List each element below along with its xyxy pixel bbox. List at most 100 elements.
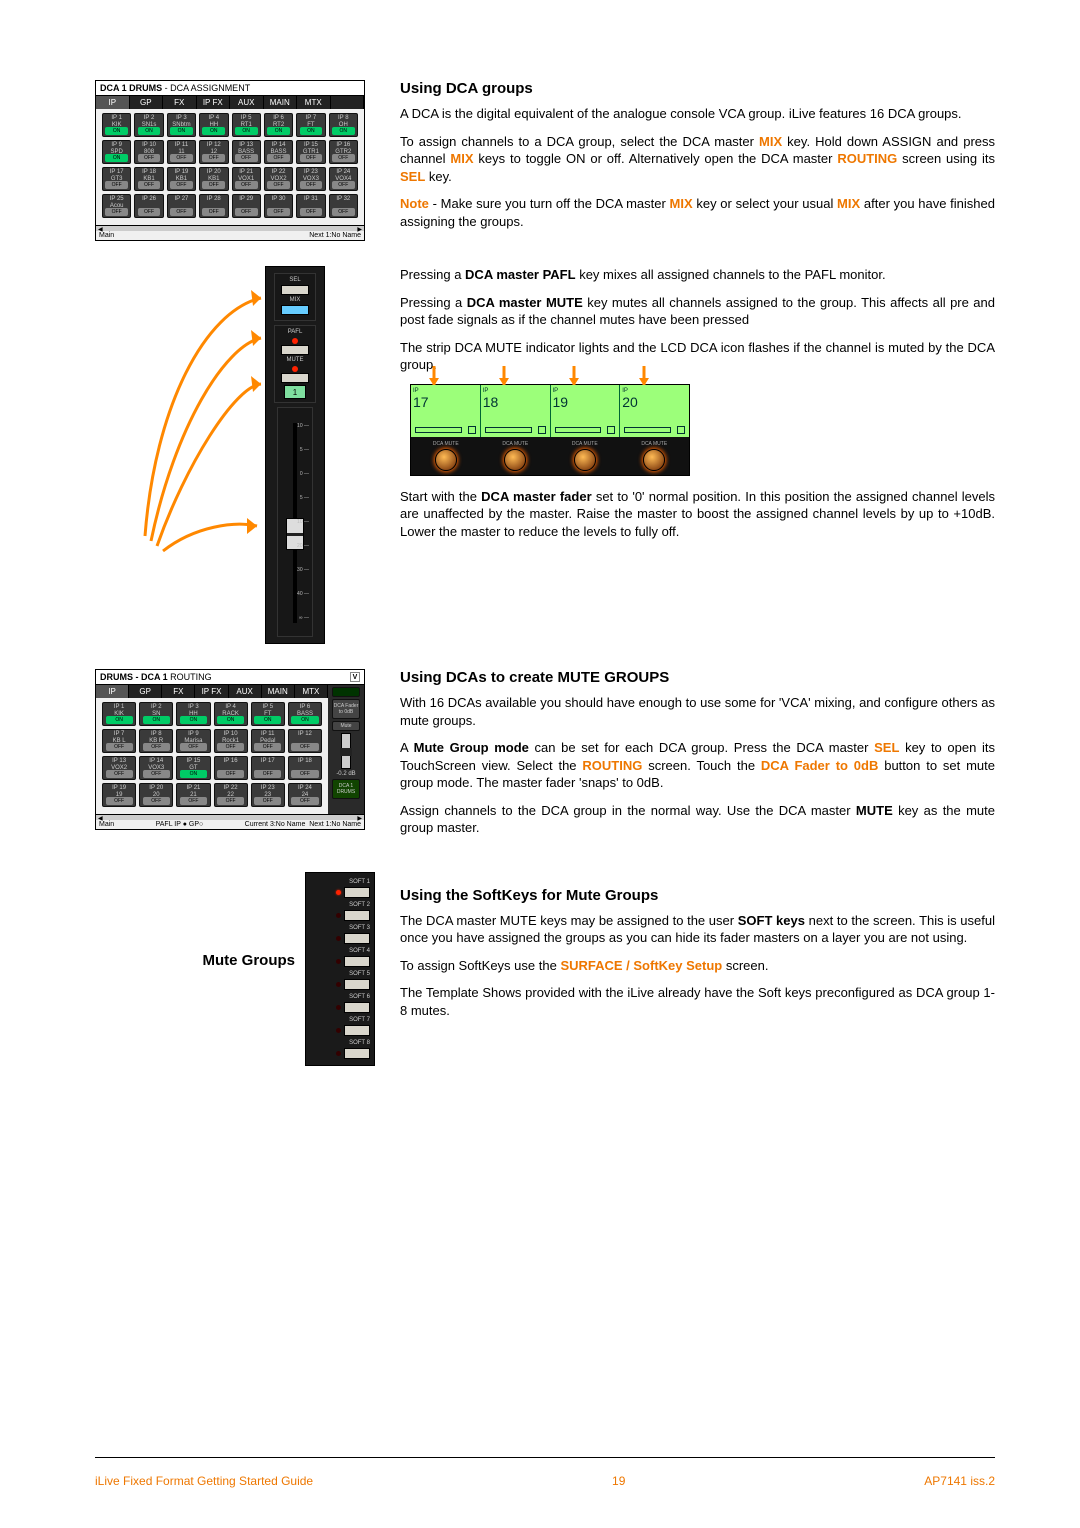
channel-cell[interactable]: IP 21VOX1OFF: [232, 167, 261, 191]
mute-button[interactable]: Mute: [332, 721, 360, 731]
channel-cell[interactable]: IP 15GTR1OFF: [296, 140, 325, 164]
channel-cell[interactable]: IP 5FTON: [251, 702, 285, 726]
tab[interactable]: GP: [129, 685, 162, 698]
section2-p3: Assign channels to the DCA group in the …: [400, 802, 995, 837]
mute-key[interactable]: [281, 373, 309, 383]
dca-fader-0db-button[interactable]: DCA Fader to 0dB: [332, 699, 360, 719]
channel-cell[interactable]: IP 23VOX3OFF: [296, 167, 325, 191]
channel-cell[interactable]: IP 32OFF: [329, 194, 358, 218]
tab[interactable]: GP: [130, 96, 164, 109]
channel-cell[interactable]: IP 6RT2ON: [264, 113, 293, 137]
channel-cell[interactable]: IP 9SPDON: [102, 140, 131, 164]
channel-cell[interactable]: IP 7KB LOFF: [102, 729, 136, 753]
channel-cell[interactable]: IP 1111OFF: [167, 140, 196, 164]
tab[interactable]: MAIN: [264, 96, 298, 109]
channel-cell[interactable]: IP 10808OFF: [134, 140, 163, 164]
sel-key[interactable]: [281, 285, 309, 295]
section1-p1: A DCA is the digital equivalent of the a…: [400, 105, 995, 123]
routing-grid: IP 1KIKONIP 2SNONIP 3HHONIP 4RACKONIP 5F…: [96, 698, 328, 814]
softkey-button[interactable]: [344, 1002, 370, 1013]
channel-cell[interactable]: IP 1KIKON: [102, 113, 131, 137]
channel-cell[interactable]: IP 13BASSOFF: [232, 140, 261, 164]
channel-cell[interactable]: IP 3HHON: [176, 702, 210, 726]
channel-cell[interactable]: IP 1919OFF: [102, 783, 136, 807]
channel-cell[interactable]: IP 6BASSON: [288, 702, 322, 726]
channel-cell[interactable]: IP 13VOX2OFF: [102, 756, 136, 780]
channel-cell[interactable]: IP 20KB1OFF: [199, 167, 228, 191]
channel-cell[interactable]: IP 18KB1OFF: [134, 167, 163, 191]
softkey-button[interactable]: [344, 956, 370, 967]
channel-cell[interactable]: IP 17GT3OFF: [102, 167, 131, 191]
channel-cell[interactable]: IP 16OFF: [214, 756, 248, 780]
routing-tabs: IPGPFXIP FXAUXMAINMTX: [96, 685, 328, 698]
channel-cell[interactable]: IP 2222OFF: [214, 783, 248, 807]
channel-cell[interactable]: IP 4HHON: [199, 113, 228, 137]
channel-cell[interactable]: IP 8KB ROFF: [139, 729, 173, 753]
channel-cell[interactable]: IP 9MarisaOFF: [176, 729, 210, 753]
channel-cell[interactable]: IP 22VOX2OFF: [264, 167, 293, 191]
softkey-button[interactable]: [344, 887, 370, 898]
tab[interactable]: MAIN: [262, 685, 295, 698]
channel-cell[interactable]: IP 15GTON: [176, 756, 210, 780]
mix-key[interactable]: [281, 305, 309, 315]
channel-cell[interactable]: IP 14VOX3OFF: [139, 756, 173, 780]
routing-title: DRUMS - DCA 1 ROUTING V: [96, 670, 364, 685]
tab[interactable]: MTX: [295, 685, 328, 698]
close-icon[interactable]: V: [350, 672, 360, 682]
channel-cell[interactable]: IP 10Rock1OFF: [214, 729, 248, 753]
channel-cell[interactable]: IP 30OFF: [264, 194, 293, 218]
channel-cell[interactable]: IP 29OFF: [232, 194, 261, 218]
channel-cell[interactable]: IP 2323OFF: [251, 783, 285, 807]
pafl-key[interactable]: [281, 345, 309, 355]
tab[interactable]: AUX: [230, 96, 264, 109]
panel-scrollbar[interactable]: [96, 225, 364, 231]
mute-led: [292, 366, 298, 372]
channel-cell[interactable]: IP 2SNON: [139, 702, 173, 726]
tab[interactable]: [331, 96, 365, 109]
tab[interactable]: IP: [96, 96, 130, 109]
channel-cell[interactable]: IP 1212OFF: [199, 140, 228, 164]
channel-cell[interactable]: IP 24VOX4OFF: [329, 167, 358, 191]
tab[interactable]: IP FX: [195, 685, 228, 698]
channel-cell[interactable]: IP 7FTON: [296, 113, 325, 137]
channel-cell[interactable]: IP 1KIKON: [102, 702, 136, 726]
channel-cell[interactable]: IP 3SNbtmON: [167, 113, 196, 137]
side-fader[interactable]: [341, 733, 351, 769]
channel-cell[interactable]: IP 11PedalOFF: [251, 729, 285, 753]
softkey-button[interactable]: [344, 933, 370, 944]
channel-cell[interactable]: IP 2SN1sON: [134, 113, 163, 137]
channel-cell[interactable]: IP 2121OFF: [176, 783, 210, 807]
softkey-button[interactable]: [344, 1025, 370, 1036]
tab[interactable]: AUX: [229, 685, 262, 698]
channel-cell[interactable]: IP 5RT1ON: [232, 113, 261, 137]
softkey-button[interactable]: [344, 910, 370, 921]
softkey-button[interactable]: [344, 1048, 370, 1059]
routing-scrollbar[interactable]: [96, 814, 364, 820]
channel-cell[interactable]: IP 14BASSOFF: [264, 140, 293, 164]
tab[interactable]: FX: [162, 685, 195, 698]
channel-cell[interactable]: IP 18OFF: [288, 756, 322, 780]
channel-cell[interactable]: IP 2020OFF: [139, 783, 173, 807]
channel-cell[interactable]: IP 4RACKON: [214, 702, 248, 726]
channel-cell[interactable]: IP 19KB1OFF: [167, 167, 196, 191]
tab[interactable]: IP: [96, 685, 129, 698]
channel-cell[interactable]: IP 31OFF: [296, 194, 325, 218]
channel-cell[interactable]: IP 16GTR2OFF: [329, 140, 358, 164]
fader-track: 10 —5 —0 —5 —10 —20 —30 —40 —∞ —: [277, 407, 313, 637]
softkey-button[interactable]: [344, 979, 370, 990]
tab[interactable]: MTX: [297, 96, 331, 109]
tab[interactable]: FX: [163, 96, 197, 109]
section3-p2: To assign SoftKeys use the SURFACE / Sof…: [400, 957, 995, 975]
channel-cell[interactable]: IP 25AcouOFF: [102, 194, 131, 218]
channel-cell[interactable]: IP 2424OFF: [288, 783, 322, 807]
channel-cell[interactable]: IP 8OHON: [329, 113, 358, 137]
channel-cell[interactable]: IP 26OFF: [134, 194, 163, 218]
section3-heading: Using the SoftKeys for Mute Groups: [400, 887, 995, 904]
softkey: SOFT 6: [310, 994, 370, 1013]
channel-cell[interactable]: IP 27OFF: [167, 194, 196, 218]
channel-cell[interactable]: IP 17OFF: [251, 756, 285, 780]
channel-cell[interactable]: IP 12OFF: [288, 729, 322, 753]
channel-cell[interactable]: IP 28OFF: [199, 194, 228, 218]
tab[interactable]: IP FX: [197, 96, 231, 109]
dca-label: DCA 1 DRUMS: [332, 779, 360, 799]
